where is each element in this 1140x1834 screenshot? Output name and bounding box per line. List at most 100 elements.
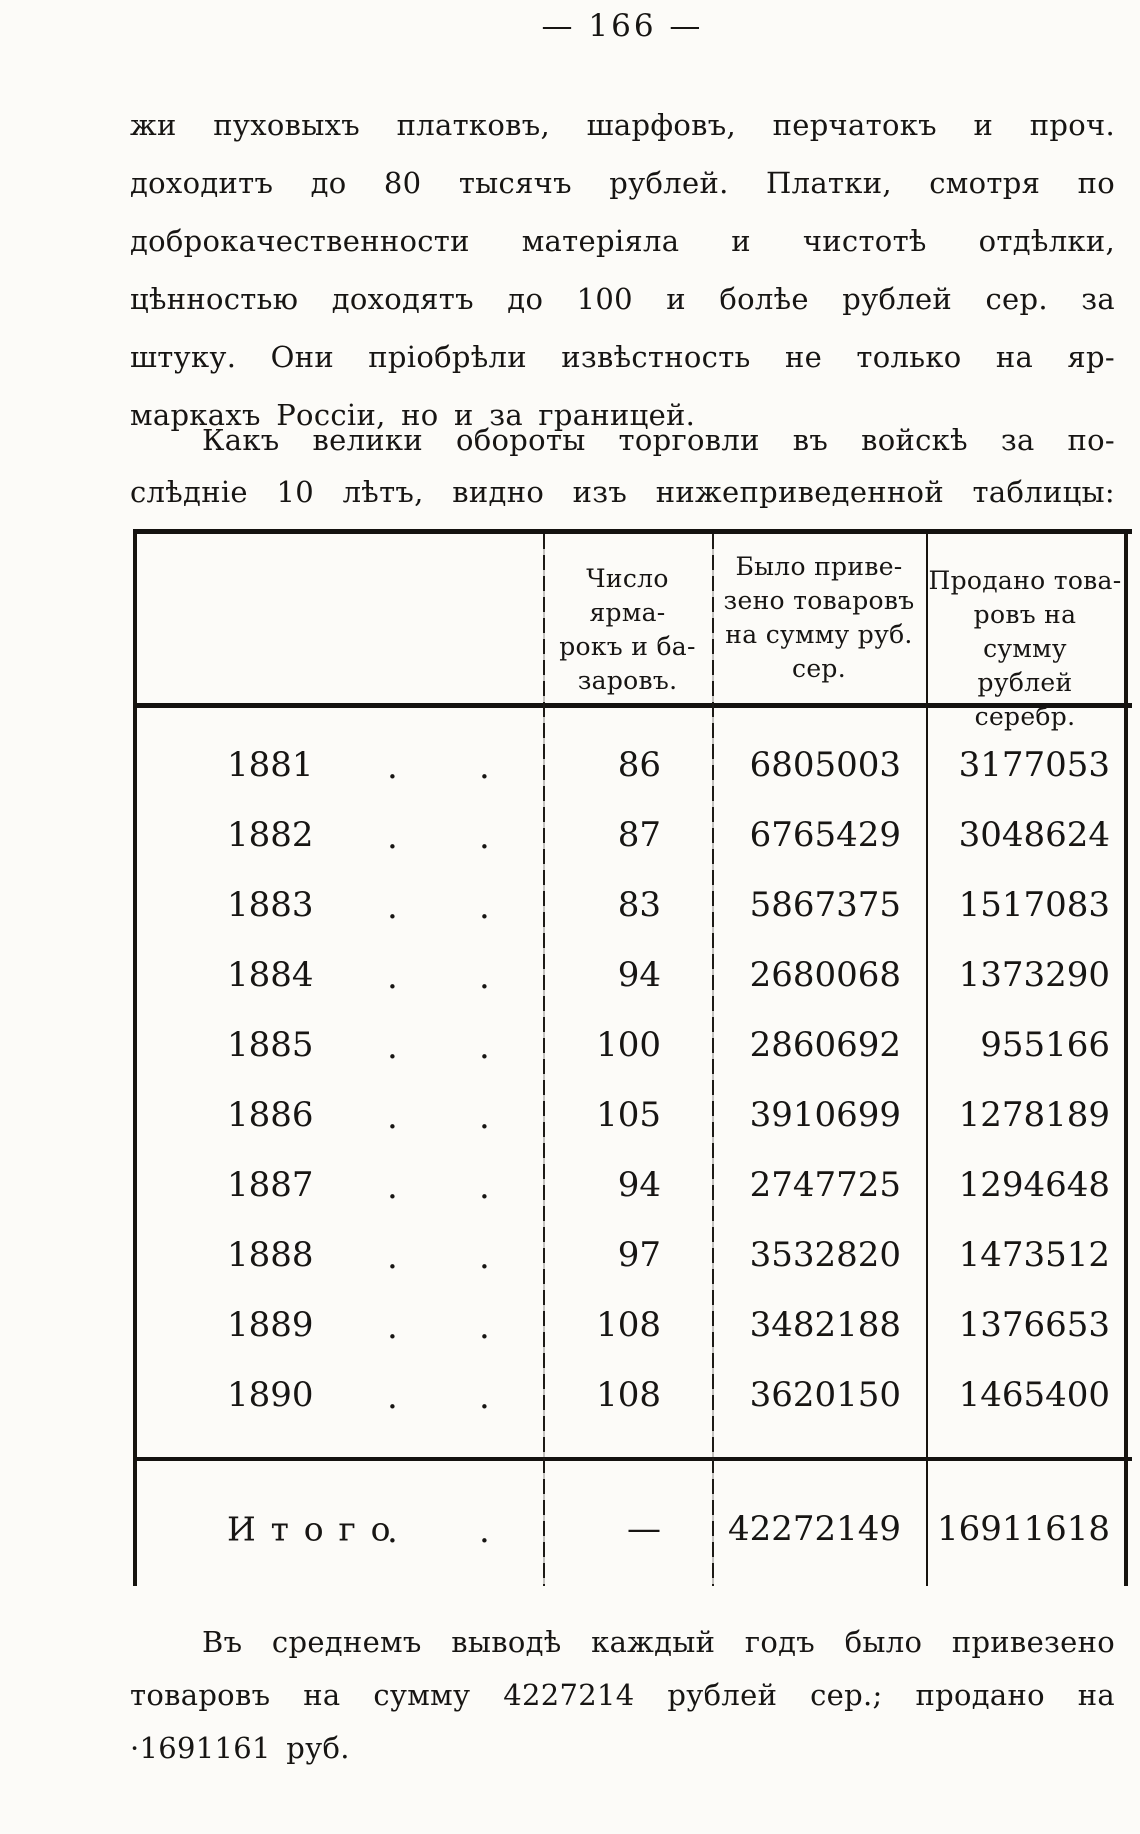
table-total-rule bbox=[133, 1457, 1132, 1461]
table-total-row: Итого . . — 42272149 16911618 bbox=[135, 1494, 1126, 1564]
fairs-count-cell: 108 bbox=[596, 1305, 661, 1345]
goods-sold-cell: 1278189 bbox=[958, 1095, 1110, 1135]
year-value: 1883 bbox=[227, 885, 314, 925]
dot-leader: . bbox=[479, 1027, 490, 1067]
column-header-fairs: Число ярма- рокъ и ба- заровъ. bbox=[559, 564, 696, 695]
year-cell: 1890 . . bbox=[135, 1360, 543, 1430]
paragraph-continuation: жи пуховыхъ платковъ, шарфовъ, перчатокъ… bbox=[130, 96, 1115, 444]
year-cell: 1883 . . bbox=[135, 870, 543, 940]
table-row: 1890 . . 108 3620150 1465400 bbox=[135, 1360, 1126, 1430]
goods-sold-cell: 1294648 bbox=[958, 1165, 1110, 1205]
dot-leader: . bbox=[479, 1237, 490, 1277]
dot-leader: . bbox=[387, 1027, 398, 1067]
year-cell: 1888 . . bbox=[135, 1220, 543, 1290]
year-value: 1889 bbox=[227, 1305, 314, 1345]
goods-sold-cell: 1517083 bbox=[958, 885, 1110, 925]
table-top-rule bbox=[133, 529, 1132, 534]
table-divider-sold bbox=[926, 534, 928, 1586]
table-row: 1882 . . 87 6765429 3048624 bbox=[135, 800, 1126, 870]
year-value: 1888 bbox=[227, 1235, 314, 1275]
table-row: 1887 . . 94 2747725 1294648 bbox=[135, 1150, 1126, 1220]
dot-leader: . bbox=[479, 817, 490, 857]
table-divider-brought bbox=[712, 534, 714, 1586]
dot-leader: . bbox=[479, 1097, 490, 1137]
text-line: ·1691161 руб. bbox=[130, 1731, 350, 1765]
year-value: 1886 bbox=[227, 1095, 314, 1135]
table-row: 1883 . . 83 5867375 1517083 bbox=[135, 870, 1126, 940]
fairs-count-cell: 94 bbox=[617, 955, 661, 995]
table-row: 1881 . . 86 6805003 3177053 bbox=[135, 730, 1126, 800]
fairs-count-cell: 108 bbox=[596, 1375, 661, 1415]
goods-brought-cell: 3620150 bbox=[749, 1375, 901, 1415]
fairs-count-cell: 97 bbox=[617, 1235, 661, 1275]
year-cell: 1886 . . bbox=[135, 1080, 543, 1150]
dot-leader: . bbox=[479, 1307, 490, 1347]
table-rows: 1881 . . 86 6805003 3177053 1882 . . 87 … bbox=[135, 730, 1126, 1430]
table-row: 1884 . . 94 2680068 1373290 bbox=[135, 940, 1126, 1010]
total-sold-cell: 16911618 bbox=[936, 1509, 1110, 1549]
fairs-count-cell: 87 bbox=[617, 815, 661, 855]
text-line: доходитъ до 80 тысячъ рублей. Платки, см… bbox=[130, 166, 1115, 200]
fairs-count-cell: 100 bbox=[596, 1025, 661, 1065]
goods-brought-cell: 2747725 bbox=[749, 1165, 901, 1205]
year-value: 1882 bbox=[227, 815, 314, 855]
dot-leader: . bbox=[387, 1097, 398, 1137]
dot-leader: . bbox=[387, 1307, 398, 1347]
dot-leader: . bbox=[387, 957, 398, 997]
text-line: жи пуховыхъ платковъ, шарфовъ, перчатокъ… bbox=[130, 108, 1115, 142]
dot-leader: . bbox=[479, 1377, 490, 1417]
dot-leader: . bbox=[387, 1237, 398, 1277]
dot-leader: . bbox=[479, 957, 490, 997]
total-label: Итого bbox=[227, 1509, 406, 1549]
fairs-count-cell: 86 bbox=[617, 745, 661, 785]
dot-leader: . bbox=[387, 1167, 398, 1207]
goods-sold-cell: 955166 bbox=[980, 1025, 1110, 1065]
table-row: 1889 . . 108 3482188 1376653 bbox=[135, 1290, 1126, 1360]
dot-leader: . bbox=[387, 817, 398, 857]
fairs-count-cell: 94 bbox=[617, 1165, 661, 1205]
goods-brought-cell: 2680068 bbox=[749, 955, 901, 995]
goods-sold-cell: 3048624 bbox=[958, 815, 1110, 855]
dot-leader: . bbox=[387, 887, 398, 927]
goods-brought-cell: 2860692 bbox=[749, 1025, 901, 1065]
text-line: слѣдніе 10 лѣтъ, видно изъ нижеприведенн… bbox=[130, 475, 1115, 509]
goods-sold-cell: 1373290 bbox=[958, 955, 1110, 995]
year-cell: 1882 . . bbox=[135, 800, 543, 870]
year-value: 1890 bbox=[227, 1375, 314, 1415]
dot-leader: . bbox=[479, 1167, 490, 1207]
year-cell: 1889 . . bbox=[135, 1290, 543, 1360]
goods-brought-cell: 3482188 bbox=[749, 1305, 901, 1345]
text-line: Какъ велики обороты торговли въ войскѣ з… bbox=[202, 423, 1115, 457]
goods-brought-cell: 5867375 bbox=[749, 885, 901, 925]
goods-sold-cell: 1473512 bbox=[958, 1235, 1110, 1275]
total-fairs-cell: — bbox=[627, 1509, 661, 1549]
table-left-border bbox=[133, 534, 137, 1586]
text-line: товаровъ на сумму 4227214 рублей сер.; п… bbox=[130, 1678, 1115, 1712]
table-header-rule bbox=[133, 703, 1132, 708]
year-cell: 1887 . . bbox=[135, 1150, 543, 1220]
text-line: Въ среднемъ выводѣ каждый годъ было прив… bbox=[202, 1625, 1115, 1659]
paragraph-intro-table: Какъ велики обороты торговли въ войскѣ з… bbox=[130, 414, 1115, 518]
dot-leader: . bbox=[479, 747, 490, 787]
year-value: 1887 bbox=[227, 1165, 314, 1205]
goods-brought-cell: 6765429 bbox=[749, 815, 901, 855]
text-line: штуку. Они пріобрѣли извѣстность не толь… bbox=[130, 340, 1115, 374]
table-divider-year bbox=[543, 534, 545, 1586]
total-label-cell: Итого . . bbox=[135, 1494, 543, 1564]
table-row: 1888 . . 97 3532820 1473512 bbox=[135, 1220, 1126, 1290]
fairs-count-cell: 105 bbox=[596, 1095, 661, 1135]
goods-brought-cell: 3910699 bbox=[749, 1095, 901, 1135]
year-cell: 1885 . . bbox=[135, 1010, 543, 1080]
goods-sold-cell: 1465400 bbox=[958, 1375, 1110, 1415]
year-cell: 1881 . . bbox=[135, 730, 543, 800]
dot-leader: . bbox=[479, 887, 490, 927]
text-line: доброкачественности матеріяла и чистотѣ … bbox=[130, 224, 1115, 258]
fairs-count-cell: 83 bbox=[617, 885, 661, 925]
goods-brought-cell: 3532820 bbox=[749, 1235, 901, 1275]
goods-brought-cell: 6805003 bbox=[749, 745, 901, 785]
table-row: 1885 . . 100 2860692 955166 bbox=[135, 1010, 1126, 1080]
page-number: — 166 — bbox=[541, 8, 704, 44]
text-line: цѣнностью доходятъ до 100 и болѣе рублей… bbox=[130, 282, 1115, 316]
column-header-sold: Продано това- ровъ на сумму рублей сереб… bbox=[928, 566, 1122, 731]
